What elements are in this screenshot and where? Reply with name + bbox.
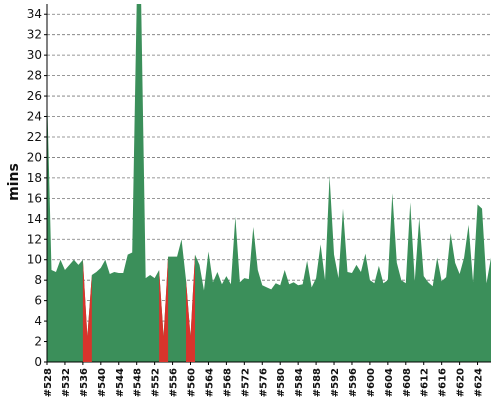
x-tick-label-560: #560 [187,368,198,397]
x-tick-label-588: #588 [312,368,323,397]
y-tick-label-20: 20 [27,150,42,164]
y-axis-label: mins [6,163,22,201]
y-tick-label-6: 6 [34,294,42,308]
x-tick-label-544: #544 [115,368,126,397]
y-tick-label-28: 28 [27,69,42,83]
y-tick-label-10: 10 [27,253,42,267]
y-tick-label-34: 34 [27,7,42,21]
x-tick-label-540: #540 [97,368,108,397]
failed-build-spike-537 [84,336,91,362]
x-tick-label-612: #612 [420,368,431,397]
y-tick-label-12: 12 [27,232,42,246]
x-tick-label-596: #596 [348,368,359,397]
x-tick-label-616: #616 [438,368,449,397]
y-tick-label-14: 14 [27,212,42,226]
y-tick-label-18: 18 [27,171,42,185]
y-tick-label-0: 0 [34,355,42,369]
y-tick-label-4: 4 [34,314,42,328]
x-tick-label-528: #528 [43,368,54,397]
y-tick-label-16: 16 [27,191,42,205]
y-tick-label-30: 30 [27,48,42,62]
failed-builds-layer [82,254,195,362]
x-tick-label-536: #536 [79,368,90,397]
x-tick-label-568: #568 [222,368,233,397]
x-tick-label-600: #600 [366,368,377,397]
x-tick-labels: #528 #532 #536 #540 #544 #548 #552 #556 #560 #564… [43,362,485,397]
y-tick-label-32: 32 [27,28,42,42]
y-tick-label-22: 22 [27,130,42,144]
x-tick-label-592: #592 [330,368,341,397]
x-tick-label-576: #576 [258,368,269,397]
y-tick-label-24: 24 [27,110,42,124]
area-layer [47,4,491,362]
x-tick-label-584: #584 [294,368,305,397]
y-tick-label-26: 26 [27,89,42,103]
x-tick-label-580: #580 [276,368,287,397]
failed-build-spike-554 [160,336,167,362]
x-tick-label-552: #552 [151,368,162,397]
build-duration-area [47,4,491,362]
y-tick-label-2: 2 [34,335,42,349]
x-tick-label-604: #604 [384,368,395,397]
y-tick-label-8: 8 [34,273,42,287]
x-tick-label-572: #572 [240,368,251,397]
failed-build-marker-554 [159,256,169,362]
x-tick-label-624: #624 [474,368,485,397]
failed-build-spike-560 [187,336,194,362]
x-tick-label-608: #608 [402,368,413,397]
axes [46,4,491,363]
x-tick-label-564: #564 [204,368,215,397]
x-tick-label-532: #532 [61,368,72,397]
failed-build-marker-537 [82,259,92,362]
x-tick-label-556: #556 [169,368,180,397]
x-tick-label-548: #548 [133,368,144,397]
x-tick-label-620: #620 [456,368,467,397]
failed-build-marker-560 [186,254,195,362]
